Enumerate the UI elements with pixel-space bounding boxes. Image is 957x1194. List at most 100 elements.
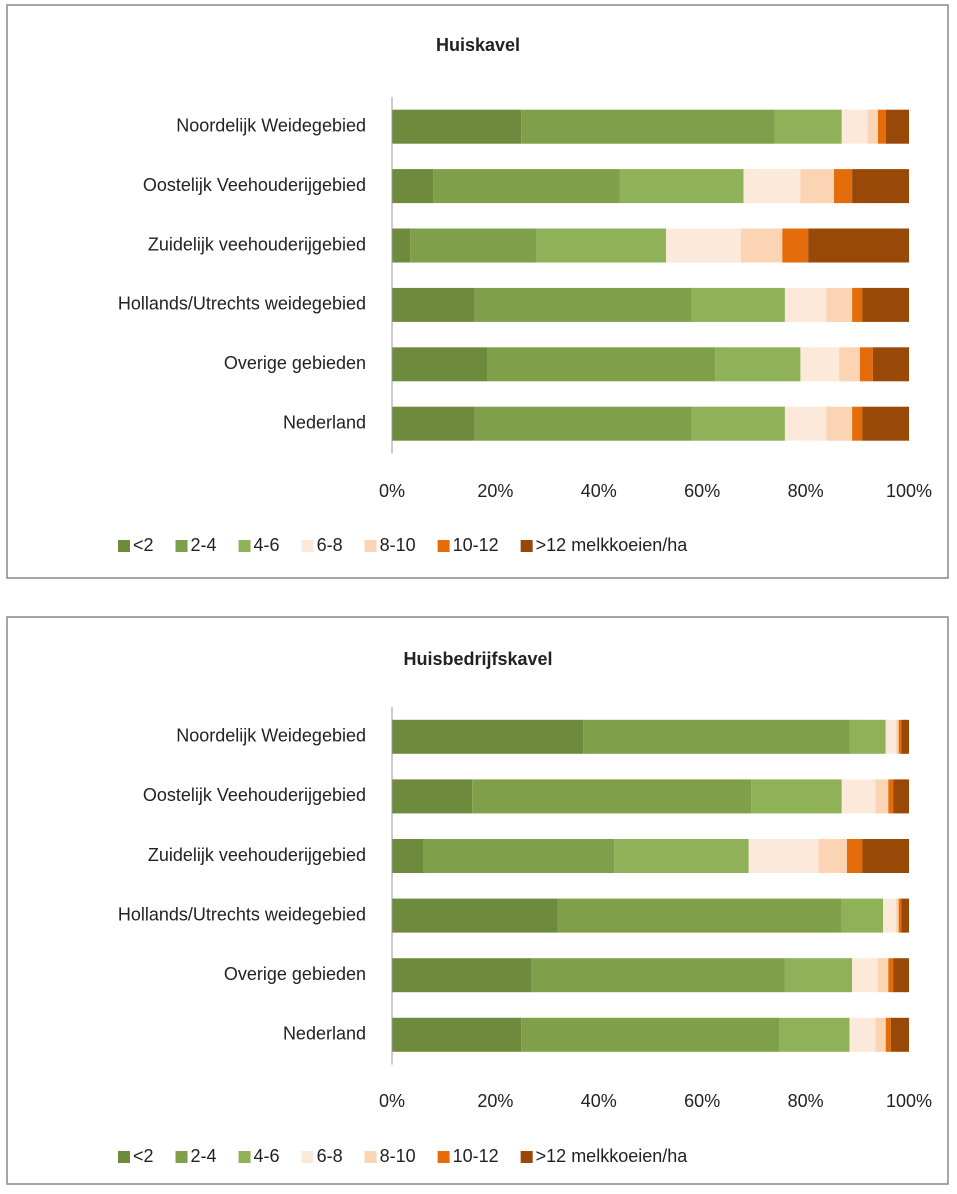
legend-swatch — [364, 1151, 377, 1163]
legend-swatch — [364, 540, 377, 552]
legend-swatch — [520, 1151, 533, 1163]
bar-segment — [715, 347, 801, 382]
legend-label: <2 — [133, 1146, 154, 1166]
bar-segment — [896, 898, 899, 933]
bar-segment — [877, 109, 886, 144]
bar-segment — [849, 1017, 876, 1052]
legend-label: 6-8 — [317, 1146, 343, 1166]
bar-segment — [818, 839, 847, 873]
bar-segment — [392, 287, 475, 322]
bar-segment — [531, 958, 785, 993]
bar-segment — [782, 228, 809, 263]
bar-segment — [862, 406, 909, 441]
y-tick-label: Overige gebieden — [224, 964, 366, 984]
bar-segment — [392, 719, 584, 754]
y-tick-label: Overige gebieden — [224, 353, 366, 373]
bar-segment — [392, 169, 434, 204]
bar-segment — [834, 169, 853, 204]
x-tick-label: 80% — [788, 1091, 824, 1111]
legend-label: 4-6 — [254, 1146, 280, 1166]
x-tick-label: 40% — [581, 481, 617, 501]
bar-segment — [743, 169, 801, 204]
legend-swatch — [437, 540, 450, 552]
bar-segment — [774, 109, 842, 144]
bar-segment — [800, 347, 840, 382]
y-tick-label: Zuidelijk veehouderijgebied — [148, 845, 366, 865]
bar-segment — [751, 779, 842, 814]
x-tick-label: 0% — [379, 1091, 405, 1111]
bar-segment — [901, 719, 909, 754]
y-tick-label: Nederland — [283, 1024, 366, 1044]
bar-segment — [740, 228, 783, 263]
bar-segment — [392, 109, 522, 144]
legend-swatch — [175, 1151, 188, 1163]
x-tick-label: 20% — [477, 481, 513, 501]
chart-title: Huiskavel — [436, 35, 520, 55]
x-tick-label: 100% — [886, 1091, 932, 1111]
bar-segment — [472, 779, 752, 814]
legend-label: 8-10 — [380, 535, 416, 555]
bar-segment — [779, 1017, 850, 1052]
legend-swatch — [301, 540, 314, 552]
bar-segment — [826, 287, 853, 322]
legend-label: 2-4 — [191, 1146, 217, 1166]
bar-segment — [614, 839, 749, 873]
x-tick-label: 60% — [684, 1091, 720, 1111]
bar-segment — [846, 839, 863, 873]
bar-segment — [883, 898, 897, 933]
bar-segment — [877, 958, 889, 993]
bar-segment — [885, 1017, 891, 1052]
legend-label: 10-12 — [453, 1146, 499, 1166]
bar-segment — [875, 779, 889, 814]
bar-segment — [666, 228, 741, 263]
bar-segment — [583, 719, 850, 754]
bar-segment — [898, 898, 902, 933]
bar-segment — [410, 228, 537, 263]
bar-segment — [423, 839, 615, 873]
bar-segment — [888, 958, 894, 993]
bar-segment — [862, 287, 909, 322]
bar-segment — [521, 1017, 780, 1052]
bar-segment — [784, 287, 827, 322]
legend-swatch — [437, 1151, 450, 1163]
legend-swatch — [175, 540, 188, 552]
bar-segment — [893, 958, 909, 993]
bar-segment — [867, 109, 878, 144]
x-tick-label: 60% — [684, 481, 720, 501]
bar-segment — [888, 779, 894, 814]
bar-segment — [619, 169, 744, 204]
bar-segment — [898, 719, 902, 754]
x-tick-label: 20% — [477, 1091, 513, 1111]
y-tick-label: Oostelijk Veehouderijgebied — [143, 785, 366, 805]
bar-segment — [862, 839, 909, 873]
legend-label: 2-4 — [191, 535, 217, 555]
chart-title: Huisbedrijfskavel — [403, 649, 552, 669]
legend-label: >12 melkkoeien/ha — [536, 1146, 689, 1166]
bar-segment — [521, 109, 775, 144]
bar-segment — [392, 898, 558, 933]
bar-segment — [890, 1017, 909, 1052]
legend-swatch — [118, 1151, 130, 1163]
bar-segment — [392, 779, 473, 814]
bar-segment — [536, 228, 667, 263]
bar-segment — [784, 958, 853, 993]
y-tick-label: Noordelijk Weidegebied — [176, 115, 366, 135]
bar-segment — [875, 1017, 886, 1052]
legend-label: 6-8 — [317, 535, 343, 555]
bar-segment — [826, 406, 853, 441]
bar-segment — [893, 779, 909, 814]
y-tick-label: Nederland — [283, 412, 366, 432]
bar-segment — [392, 406, 475, 441]
bar-segment — [852, 169, 909, 204]
bar-segment — [691, 406, 785, 441]
bar-segment — [784, 406, 827, 441]
bar-segment — [852, 287, 863, 322]
bar-segment — [859, 347, 873, 382]
bar-segment — [474, 287, 692, 322]
bar-segment — [852, 958, 878, 993]
bar-segment — [800, 169, 835, 204]
y-tick-label: Hollands/Utrechts weidegebied — [118, 294, 366, 314]
bar-segment — [896, 719, 899, 754]
legend-label: >12 melkkoeien/ha — [536, 535, 689, 555]
